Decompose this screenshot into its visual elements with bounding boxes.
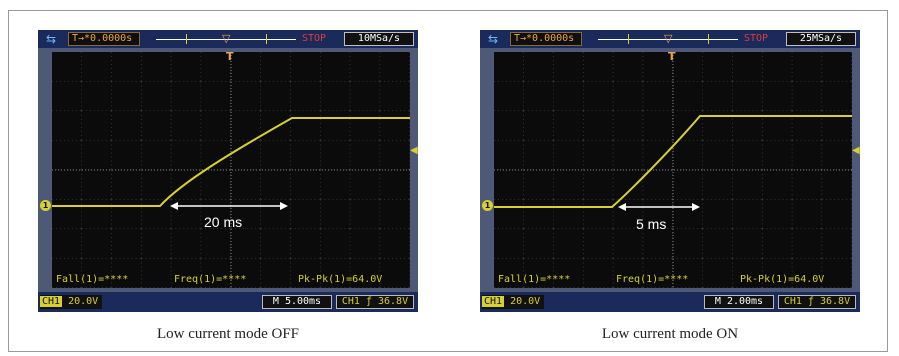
trigger-level-arrow-icon: ◀ [410,146,418,156]
top-status-bar: ⇆ T→*0.0000s ▽ STOP 10MSa/s [38,30,418,48]
oscilloscope-screen: ⇆ T→*0.0000s ▽ STOP 25MSa/s [480,30,860,312]
panel-caption: Low current mode ON [480,326,860,343]
channel-scale-value: 20.0V [68,296,98,307]
panel-caption: Low current mode OFF [38,326,418,343]
measurement-frequency: Freq(1)=**** [174,274,246,286]
channel-1-scale: CH1 20.0V [40,295,102,309]
channel-tag: CH1 [40,296,62,307]
trigger-level: CH1 ƒ 36.8V [778,295,856,309]
sample-rate: 25MSa/s [786,32,856,46]
channel-1-marker-icon: 1 [40,200,51,211]
timeline-bracket-right [708,34,709,44]
trigger-position-readout: T→*0.0000s [68,32,140,46]
trigger-position-readout: T→*0.0000s [510,32,582,46]
run-status: STOP [744,32,768,46]
channel-tag: CH1 [482,296,504,307]
channel-1-scale: CH1 20.0V [482,295,544,309]
trigger-marker-icon: ▽ [664,32,672,46]
waveform-grid [494,52,852,288]
usb-icon: ⇆ [488,32,508,46]
bottom-status-bar: CH1 20.0V M 5.00ms CH1 ƒ 36.8V [38,292,418,312]
measurement-fall: Fall(1)=**** [56,274,128,286]
duration-label: 20 ms [204,214,242,230]
panel-low-current-off: ⇆ T→*0.0000s ▽ STOP 10MSa/s [38,30,418,320]
horizontal-timeline: ▽ [156,32,296,46]
time-base: M 5.00ms [262,295,332,309]
trigger-level-arrow-icon: ◀ [852,146,860,156]
channel-1-marker-icon: 1 [482,200,493,211]
measurement-frequency: Freq(1)=**** [616,274,688,286]
trigger-level: CH1 ƒ 36.8V [336,295,414,309]
oscilloscope-screen: ⇆ T→*0.0000s ▽ STOP 10MSa/s [38,30,418,312]
top-status-bar: ⇆ T→*0.0000s ▽ STOP 25MSa/s [480,30,860,48]
timeline-bracket-left [186,34,187,44]
duration-label: 5 ms [636,216,666,232]
sample-rate: 10MSa/s [344,32,414,46]
horizontal-timeline: ▽ [598,32,738,46]
usb-icon: ⇆ [46,32,66,46]
channel-scale-value: 20.0V [510,296,540,307]
waveform-grid [52,52,410,288]
trigger-marker-icon: ▽ [222,32,230,46]
waveform-display: 20 ms Fall(1)=**** Freq(1)=**** Pk-Pk(1)… [52,52,410,288]
measurement-peak-to-peak: Pk-Pk(1)=64.0V [298,274,382,286]
timeline-bracket-right [266,34,267,44]
panel-low-current-on: ⇆ T→*0.0000s ▽ STOP 25MSa/s [480,30,860,320]
trigger-marker-icon: T [668,50,676,63]
measurement-peak-to-peak: Pk-Pk(1)=64.0V [740,274,824,286]
waveform-display: 5 ms Fall(1)=**** Freq(1)=**** Pk-Pk(1)=… [494,52,852,288]
measurement-fall: Fall(1)=**** [498,274,570,286]
bottom-status-bar: CH1 20.0V M 2.00ms CH1 ƒ 36.8V [480,292,860,312]
trigger-marker-icon: T [226,50,234,63]
timeline-bracket-left [628,34,629,44]
time-base: M 2.00ms [704,295,774,309]
run-status: STOP [302,32,326,46]
